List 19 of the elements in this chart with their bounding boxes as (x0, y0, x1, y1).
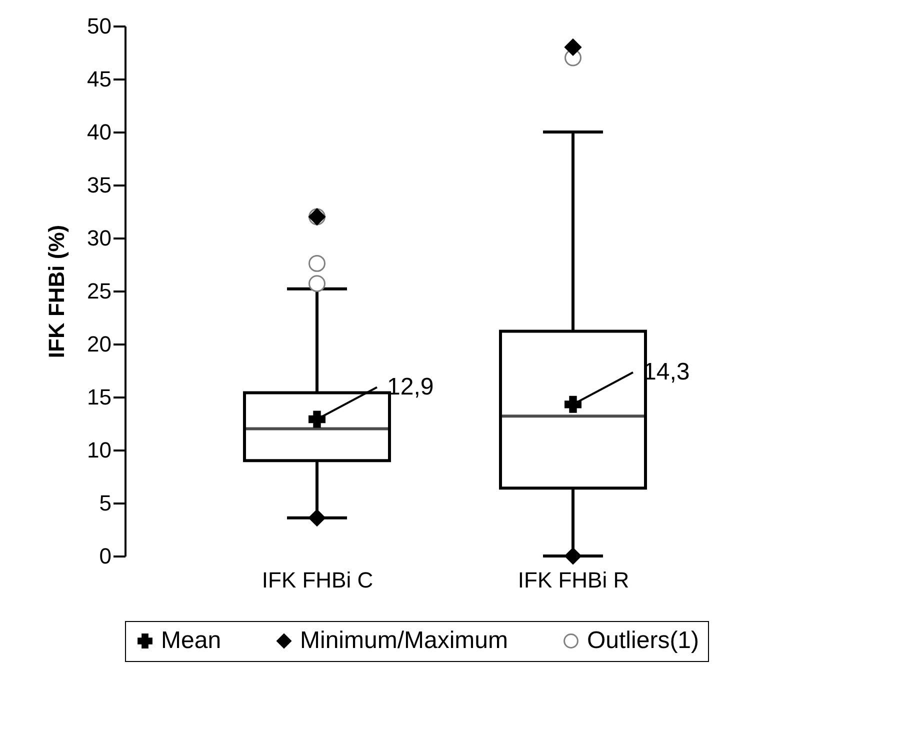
data-label: 14,3 (643, 358, 690, 386)
legend-label: Minimum/Maximum (300, 627, 508, 654)
y-tick-label: 10 (87, 438, 112, 462)
y-tick-label: 0 (99, 544, 112, 568)
x-tick-label: IFK FHBi C (262, 568, 374, 592)
y-tick-label: 45 (87, 66, 112, 92)
y-tick-label: 25 (87, 278, 112, 304)
y-axis-title: IFK FHBi (%) (44, 224, 70, 358)
legend-label: Mean (161, 627, 222, 654)
x-tick-label: IFK FHBi R (518, 568, 630, 592)
data-label: 12,9 (387, 373, 434, 400)
y-tick-label: 15 (87, 384, 112, 410)
y-tick-label: 5 (99, 490, 112, 516)
y-tick-label: 50 (87, 14, 112, 38)
y-tick-label: 20 (87, 332, 112, 356)
legend-label: Outliers(1) (587, 627, 700, 654)
y-tick-label: 40 (87, 120, 112, 144)
y-tick-label: 30 (87, 226, 112, 250)
y-tick-label: 35 (87, 172, 112, 198)
